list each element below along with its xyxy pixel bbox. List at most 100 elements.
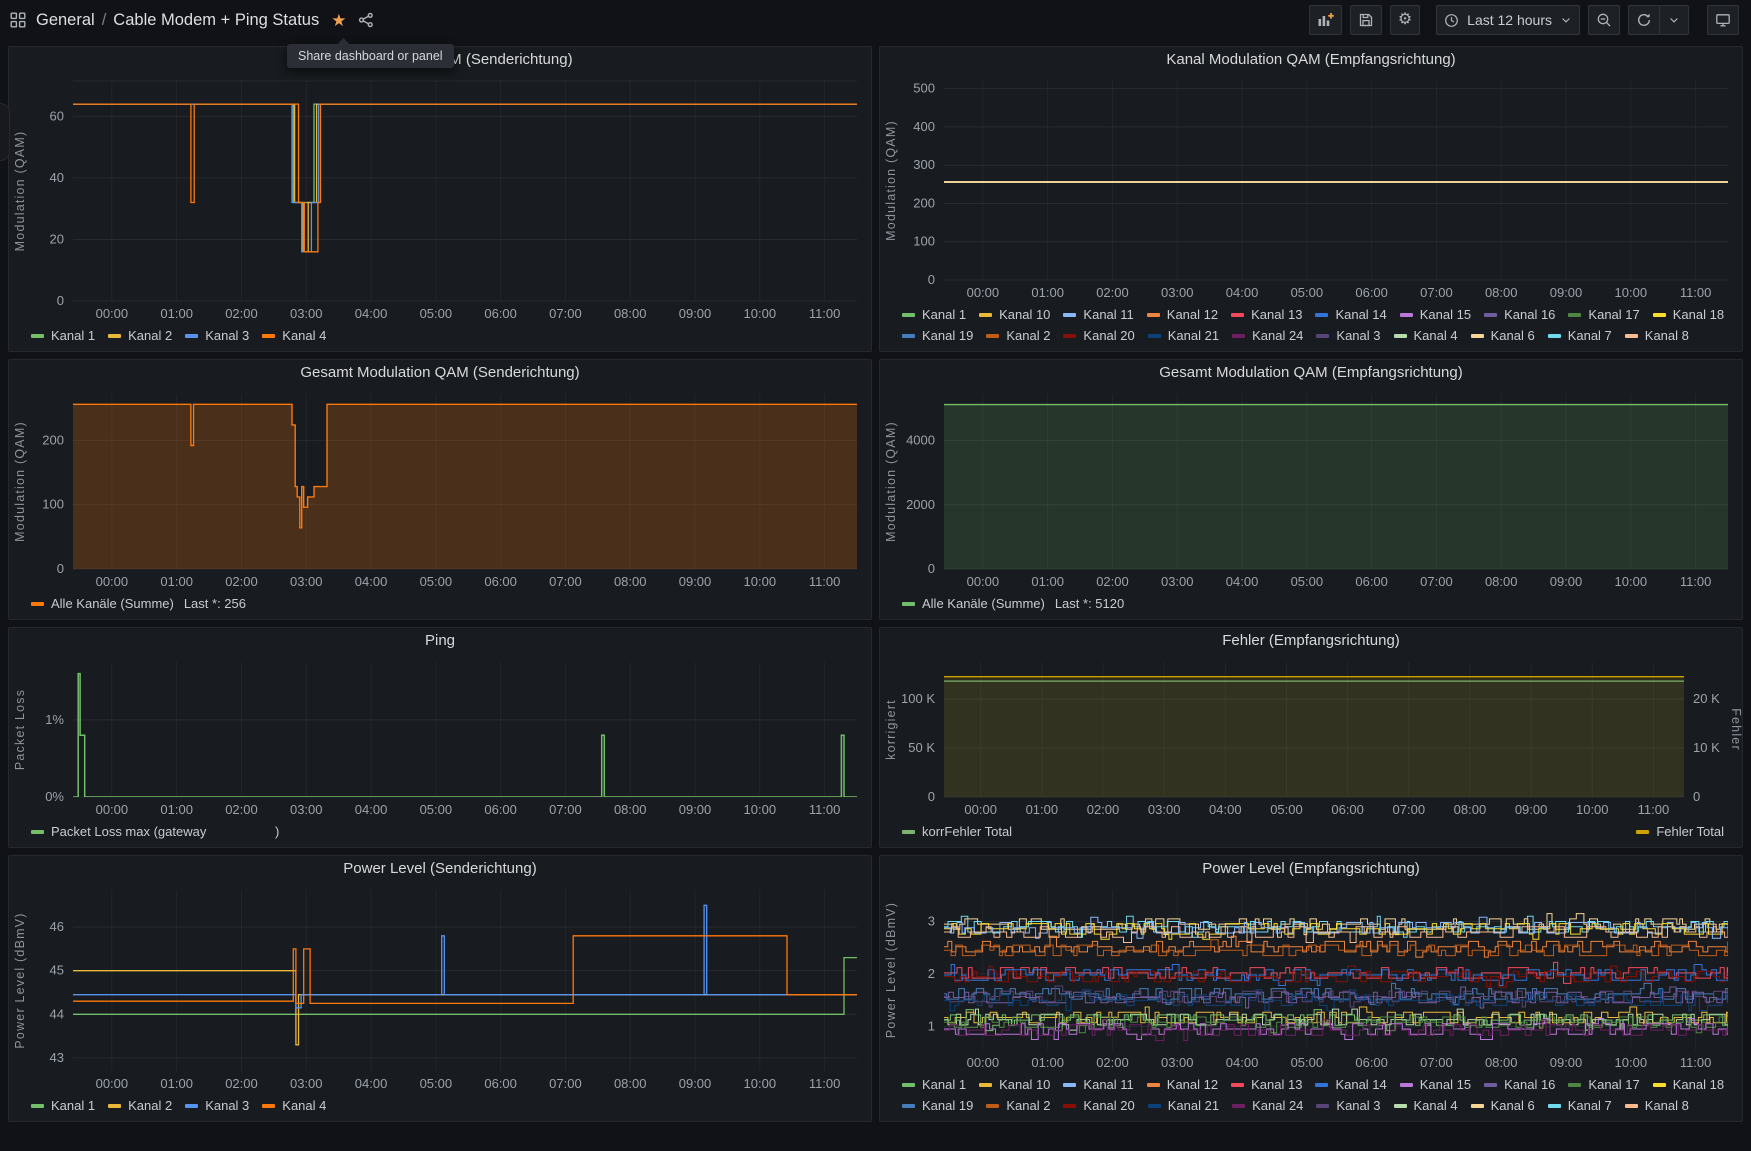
legend-item[interactable]: Kanal 1: [31, 1098, 95, 1113]
legend-item[interactable]: Kanal 13: [1231, 1077, 1302, 1092]
legend-item[interactable]: Kanal 20: [1063, 328, 1134, 343]
legend-item[interactable]: Kanal 2: [986, 328, 1050, 343]
navbar: General / Cable Modem + Ping Status ★: [0, 0, 1751, 40]
legend-item[interactable]: Kanal 7: [1548, 1098, 1612, 1113]
svg-text:45: 45: [50, 963, 64, 978]
legend-item[interactable]: Kanal 17: [1568, 307, 1639, 322]
legend-item[interactable]: Kanal 18: [1653, 307, 1724, 322]
legend-item[interactable]: Kanal 8: [1625, 1098, 1689, 1113]
panel-title[interactable]: Kanal Modulation QAM (Empfangsrichtung): [880, 47, 1742, 71]
legend-item[interactable]: Kanal 2: [108, 328, 172, 343]
cycle-view-mode-button[interactable]: [1707, 5, 1739, 35]
legend-item[interactable]: Packet Loss max (gateway ): [31, 824, 279, 839]
panel-title[interactable]: Fehler (Empfangsrichtung): [880, 628, 1742, 652]
legend-item[interactable]: Kanal 4: [262, 1098, 326, 1113]
breadcrumb-folder[interactable]: General: [36, 11, 95, 30]
legend-item[interactable]: Kanal 1: [31, 328, 95, 343]
legend-item[interactable]: Kanal 4: [262, 328, 326, 343]
legend-item[interactable]: korrFehler Total: [902, 824, 1012, 839]
timeseries-chart[interactable]: 00:0001:0002:0003:0004:0005:0006:0007:00…: [9, 880, 871, 1095]
legend-item[interactable]: Kanal 13: [1231, 307, 1302, 322]
svg-text:10:00: 10:00: [744, 574, 777, 589]
svg-text:03:00: 03:00: [1148, 802, 1181, 817]
legend-item[interactable]: Kanal 16: [1484, 307, 1555, 322]
timeseries-chart[interactable]: 00:0001:0002:0003:0004:0005:0006:0007:00…: [9, 652, 871, 821]
legend-item[interactable]: Kanal 12: [1147, 1077, 1218, 1092]
legend-item[interactable]: Alle Kanäle (Summe)Last *: 256: [31, 596, 246, 611]
legend-item[interactable]: Kanal 19: [902, 328, 973, 343]
legend-item[interactable]: Kanal 8: [1625, 328, 1689, 343]
legend-item[interactable]: Kanal 14: [1315, 1077, 1386, 1092]
panel-title[interactable]: Gesamt Modulation QAM (Senderichtung): [9, 360, 871, 384]
save-dashboard-button[interactable]: [1350, 5, 1382, 35]
legend-color-chip: [1471, 334, 1484, 338]
legend-item[interactable]: Kanal 15: [1400, 307, 1471, 322]
legend-item[interactable]: Kanal 12: [1147, 307, 1218, 322]
legend-item[interactable]: Kanal 4: [1394, 328, 1458, 343]
legend-color-chip: [1394, 334, 1407, 338]
legend-item[interactable]: Kanal 15: [1400, 1077, 1471, 1092]
legend-item[interactable]: Kanal 10: [979, 307, 1050, 322]
legend-item[interactable]: Kanal 10: [979, 1077, 1050, 1092]
zoom-out-button[interactable]: [1588, 5, 1620, 35]
legend-item[interactable]: Kanal 7: [1548, 328, 1612, 343]
share-icon[interactable]: [358, 12, 374, 28]
legend-label: Kanal 12: [1167, 1077, 1218, 1092]
timeseries-chart[interactable]: 00:0001:0002:0003:0004:0005:0006:0007:00…: [880, 71, 1742, 304]
legend-item[interactable]: Kanal 4: [1394, 1098, 1458, 1113]
svg-text:05:00: 05:00: [1291, 574, 1324, 589]
legend-item[interactable]: Kanal 1: [902, 307, 966, 322]
legend-item[interactable]: Kanal 19: [902, 1098, 973, 1113]
dashboard-settings-button[interactable]: ⚙: [1390, 5, 1420, 35]
save-icon: [1358, 12, 1374, 28]
legend-item[interactable]: Kanal 20: [1063, 1098, 1134, 1113]
panel-title[interactable]: Power Level (Empfangsrichtung): [880, 856, 1742, 880]
legend-item[interactable]: Kanal 21: [1148, 1098, 1219, 1113]
legend-label: Kanal 2: [1006, 328, 1050, 343]
add-panel-button[interactable]: [1309, 5, 1342, 35]
refresh-button[interactable]: [1628, 5, 1660, 35]
legend-item[interactable]: Kanal 17: [1568, 1077, 1639, 1092]
legend-color-chip: [108, 334, 121, 338]
legend-item[interactable]: Kanal 14: [1315, 307, 1386, 322]
chart-legend: Kanal 1 Kanal 10 Kanal 11 Kanal 12 Kanal 13 K…: [880, 304, 1742, 351]
legend-item[interactable]: Kanal 11: [1063, 1077, 1133, 1092]
legend-color-chip: [1484, 1083, 1497, 1087]
legend-item[interactable]: Kanal 1: [902, 1077, 966, 1092]
legend-item[interactable]: Kanal 2: [108, 1098, 172, 1113]
legend-item[interactable]: Kanal 6: [1471, 1098, 1535, 1113]
dashboards-grid-icon[interactable]: [10, 12, 26, 28]
svg-text:11:00: 11:00: [1680, 574, 1712, 589]
timeseries-chart[interactable]: 00:0001:0002:0003:0004:0005:0006:0007:00…: [880, 384, 1742, 593]
legend-item[interactable]: Alle Kanäle (Summe)Last *: 5120: [902, 596, 1124, 611]
legend-item[interactable]: Kanal 11: [1063, 307, 1133, 322]
legend-label: Kanal 3: [1336, 328, 1380, 343]
svg-text:09:00: 09:00: [1550, 285, 1583, 300]
legend-color-chip: [1316, 1104, 1329, 1108]
legend-label: Kanal 19: [922, 1098, 973, 1113]
timeseries-chart[interactable]: 00:0001:0002:0003:0004:0005:0006:0007:00…: [9, 71, 871, 325]
timeseries-chart[interactable]: 00:0001:0002:0003:0004:0005:0006:0007:00…: [880, 652, 1742, 821]
panel-title[interactable]: Ping: [9, 628, 871, 652]
legend-item[interactable]: Kanal 24: [1232, 1098, 1303, 1113]
legend-item[interactable]: Kanal 21: [1148, 328, 1219, 343]
legend-item[interactable]: Kanal 2: [986, 1098, 1050, 1113]
legend-item[interactable]: Kanal 24: [1232, 328, 1303, 343]
legend-item[interactable]: Kanal 6: [1471, 328, 1535, 343]
refresh-interval-button[interactable]: [1659, 5, 1689, 35]
legend-item[interactable]: Fehler Total: [1636, 824, 1724, 839]
timeseries-chart[interactable]: 00:0001:0002:0003:0004:0005:0006:0007:00…: [9, 384, 871, 593]
dashboard-title[interactable]: Cable Modem + Ping Status: [113, 11, 319, 30]
time-range-picker[interactable]: Last 12 hours: [1436, 5, 1580, 35]
panel-title[interactable]: Gesamt Modulation QAM (Empfangsrichtung): [880, 360, 1742, 384]
favorite-star-icon[interactable]: ★: [331, 12, 346, 29]
legend-color-chip: [31, 334, 44, 338]
panel-title[interactable]: Power Level (Senderichtung): [9, 856, 871, 880]
legend-item[interactable]: Kanal 16: [1484, 1077, 1555, 1092]
legend-item[interactable]: Kanal 3: [185, 328, 249, 343]
legend-item[interactable]: Kanal 3: [185, 1098, 249, 1113]
legend-item[interactable]: Kanal 18: [1653, 1077, 1724, 1092]
legend-item[interactable]: Kanal 3: [1316, 328, 1380, 343]
legend-item[interactable]: Kanal 3: [1316, 1098, 1380, 1113]
timeseries-chart[interactable]: 00:0001:0002:0003:0004:0005:0006:0007:00…: [880, 880, 1742, 1074]
